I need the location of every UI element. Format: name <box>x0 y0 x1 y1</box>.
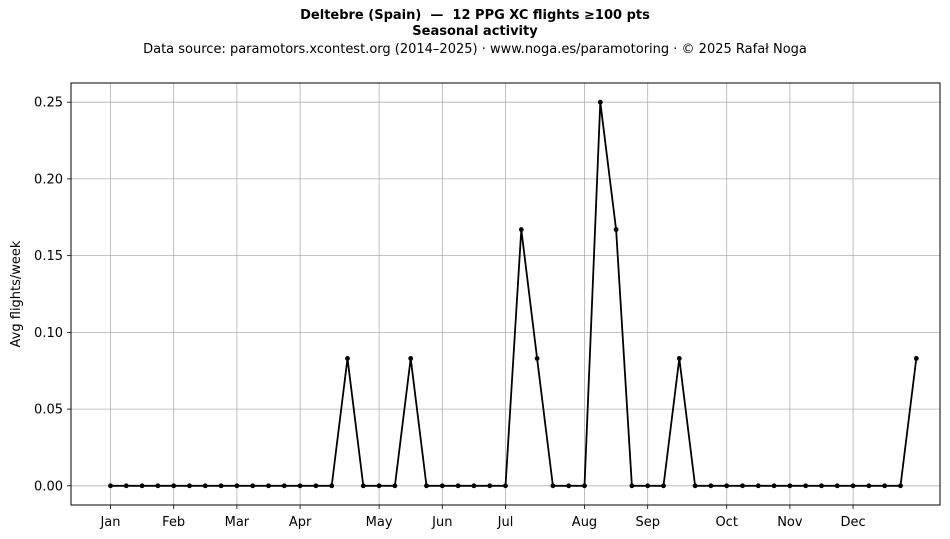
x-tick-label: Feb <box>162 515 185 530</box>
x-tick-label: Jun <box>431 515 452 530</box>
data-point <box>503 483 508 489</box>
chart-subtitle: Seasonal activity <box>412 24 538 39</box>
data-point <box>345 356 350 361</box>
x-tick-label: Jan <box>99 515 120 530</box>
data-point <box>771 483 777 489</box>
data-point <box>487 483 493 489</box>
data-point <box>155 483 161 489</box>
data-point <box>313 483 319 489</box>
chart-title: Deltebre (Spain) — 12 PPG XC flights ≥10… <box>300 8 650 23</box>
data-point <box>360 483 366 489</box>
data-point <box>819 483 824 489</box>
y-tick-label: 0.25 <box>34 96 63 111</box>
grid-lines <box>71 83 940 505</box>
data-point <box>692 483 698 489</box>
x-tick-label: Oct <box>715 515 737 530</box>
x-axis: Jan Feb Mar Apr May Jun Jul Aug Sep Oct Nov Dec <box>99 505 866 530</box>
y-tick-label: 0.05 <box>34 403 63 418</box>
data-point <box>471 483 477 489</box>
title-block: Deltebre (Spain) — 12 PPG XC flights ≥10… <box>0 8 950 59</box>
data-point <box>550 483 556 489</box>
data-point <box>534 356 540 361</box>
data-point <box>850 483 856 489</box>
data-point <box>913 356 919 361</box>
data-point <box>582 483 587 489</box>
data-point <box>234 483 240 489</box>
x-tick-label: Nov <box>777 515 803 530</box>
x-tick-label: Mar <box>225 515 250 530</box>
data-point <box>787 483 793 489</box>
series-line <box>110 101 918 487</box>
data-point <box>803 483 809 489</box>
data-point <box>250 483 256 489</box>
data-point <box>629 483 635 489</box>
data-point <box>834 483 840 489</box>
data-point <box>123 483 129 489</box>
y-axis: 0.00 0.05 0.10 0.15 0.20 0.25 <box>34 96 71 494</box>
x-tick-label: May <box>366 515 393 530</box>
data-point <box>376 483 382 489</box>
series-markers <box>108 99 919 489</box>
data-point <box>866 483 872 489</box>
y-tick-label: 0.00 <box>34 479 63 494</box>
data-point <box>882 483 888 489</box>
data-point <box>424 483 429 489</box>
data-point <box>566 483 572 489</box>
y-axis-label: Avg flights/week <box>9 240 24 347</box>
data-point <box>724 483 730 489</box>
data-point <box>408 356 414 361</box>
y-tick-label: 0.10 <box>34 326 63 341</box>
data-point <box>740 483 745 489</box>
data-point <box>187 483 192 489</box>
data-point <box>455 483 461 489</box>
data-point <box>613 227 619 232</box>
y-tick-label: 0.20 <box>34 172 63 187</box>
data-point <box>171 483 177 489</box>
data-point <box>755 483 761 489</box>
data-point <box>597 99 603 105</box>
data-point <box>329 483 335 489</box>
x-tick-label: Apr <box>289 515 312 530</box>
data-point <box>108 483 113 489</box>
data-point <box>218 483 224 489</box>
x-tick-label: Sep <box>635 515 660 530</box>
data-point <box>139 483 145 489</box>
x-tick-label: Jul <box>497 515 514 530</box>
data-point <box>661 483 666 489</box>
data-point <box>708 483 714 489</box>
data-point <box>898 483 903 489</box>
y-tick-label: 0.15 <box>34 249 63 264</box>
data-point <box>266 483 271 489</box>
data-source-note: Data source: paramotors.xcontest.org (20… <box>143 42 807 57</box>
series-line-layer <box>110 101 918 487</box>
data-point <box>439 483 445 489</box>
data-point <box>392 483 398 489</box>
data-point <box>202 483 208 489</box>
x-tick-label: Dec <box>841 515 866 530</box>
data-point <box>297 483 303 489</box>
data-point <box>676 356 682 361</box>
data-point <box>518 227 524 232</box>
x-tick-label: Aug <box>572 515 597 530</box>
data-point <box>645 483 651 489</box>
data-point <box>281 483 287 489</box>
